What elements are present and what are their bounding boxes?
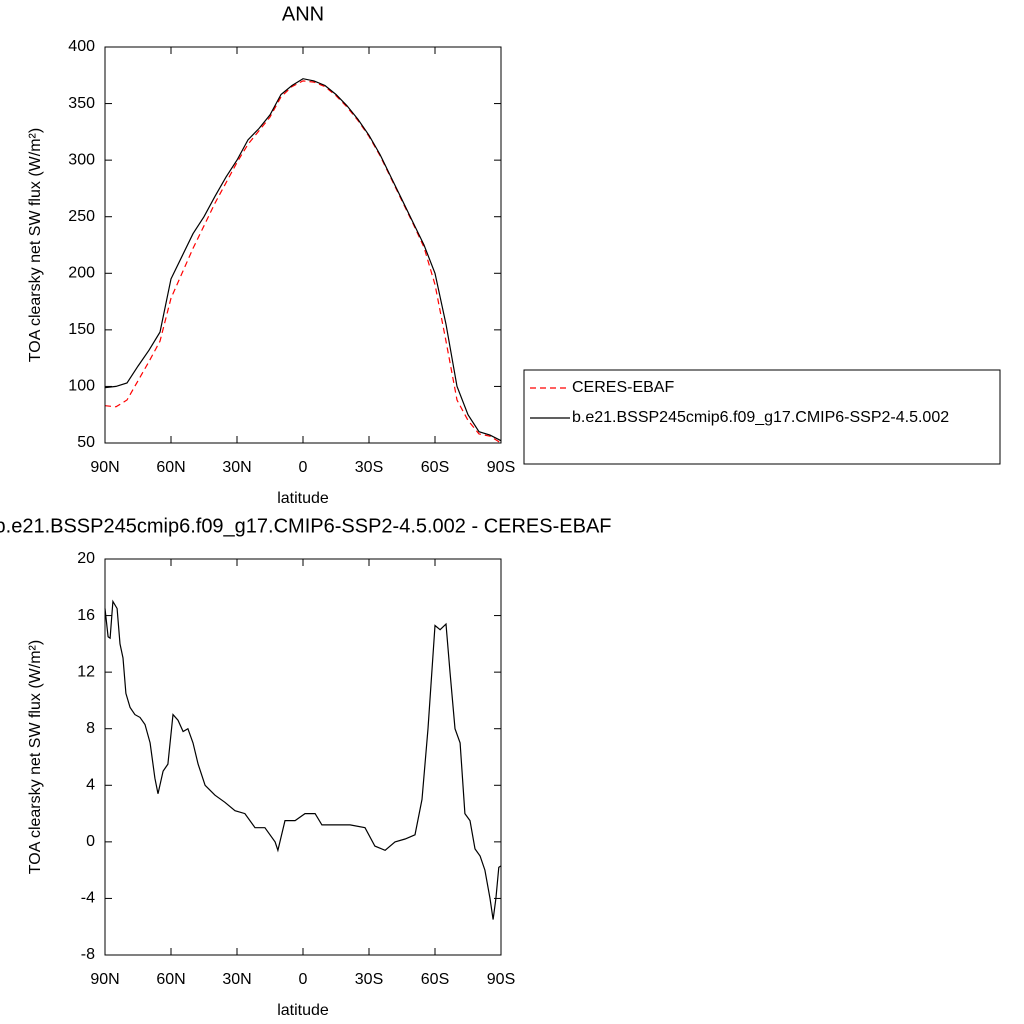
- plot-frame: [104, 558, 502, 956]
- x-tick-label: 30S: [355, 971, 383, 988]
- y-axis-label: TOA clearsky net SW flux (W/m²): [27, 128, 44, 362]
- data-line: [104, 80, 502, 444]
- chart-title: ANN: [282, 3, 324, 25]
- x-tick-label: 0: [299, 459, 308, 476]
- legend-label: CERES-EBAF: [572, 379, 674, 396]
- y-tick-label: 20: [77, 550, 95, 567]
- data-line: [104, 599, 502, 920]
- x-tick-label: 90S: [487, 971, 515, 988]
- y-tick-label: -4: [81, 890, 95, 907]
- y-tick-label: 100: [68, 378, 95, 395]
- x-tick-label: 60N: [156, 459, 185, 476]
- x-tick-label: 90N: [90, 459, 119, 476]
- data-line: [104, 78, 502, 442]
- legend-box: [523, 369, 1001, 465]
- y-tick-label: 8: [86, 720, 95, 737]
- x-axis-label: latitude: [277, 490, 329, 507]
- y-tick-label: 50: [77, 434, 95, 451]
- x-tick-label: 90S: [487, 459, 515, 476]
- x-axis-label: latitude: [277, 1002, 329, 1019]
- y-tick-label: 150: [68, 321, 95, 338]
- y-tick-label: 400: [68, 38, 95, 55]
- x-tick-label: 30N: [222, 459, 251, 476]
- y-tick-label: 200: [68, 265, 95, 282]
- x-tick-label: 60N: [156, 971, 185, 988]
- legend: CERES-EBAF b.e21.BSSP245cmip6.f09_g17.CMI…: [523, 369, 1001, 465]
- y-tick-label: 4: [86, 777, 95, 794]
- y-tick-label: 300: [68, 151, 95, 168]
- x-tick-label: 0: [299, 971, 308, 988]
- x-tick-label: 30N: [222, 971, 251, 988]
- x-tick-label: 90N: [90, 971, 119, 988]
- y-tick-label: 350: [68, 95, 95, 112]
- y-tick-label: 0: [86, 833, 95, 850]
- legend-label: b.e21.BSSP245cmip6.f09_g17.CMIP6-SSP2-4.…: [572, 409, 949, 426]
- x-tick-label: 30S: [355, 459, 383, 476]
- y-tick-label: 250: [68, 208, 95, 225]
- x-tick-label: 60S: [421, 459, 449, 476]
- plot-frame: [104, 46, 502, 444]
- y-tick-label: 16: [77, 607, 95, 624]
- y-tick-label: -8: [81, 946, 95, 963]
- x-tick-label: 60S: [421, 971, 449, 988]
- y-axis-label: TOA clearsky net SW flux (W/m²): [27, 640, 44, 874]
- chart-title: b.e21.BSSP245cmip6.f09_g17.CMIP6-SSP2-4.…: [0, 515, 611, 537]
- y-tick-label: 12: [77, 663, 95, 680]
